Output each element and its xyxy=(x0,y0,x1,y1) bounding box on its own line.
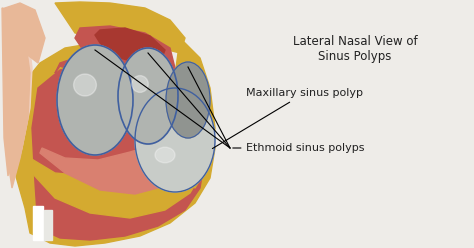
Ellipse shape xyxy=(155,147,175,163)
Ellipse shape xyxy=(118,48,178,144)
Polygon shape xyxy=(5,3,45,63)
Polygon shape xyxy=(5,13,30,188)
Polygon shape xyxy=(2,8,22,176)
Polygon shape xyxy=(44,210,52,240)
Polygon shape xyxy=(8,8,32,178)
Polygon shape xyxy=(33,206,43,240)
Ellipse shape xyxy=(132,76,148,93)
Text: Lateral Nasal View of
Sinus Polyps: Lateral Nasal View of Sinus Polyps xyxy=(292,35,417,63)
Ellipse shape xyxy=(166,62,210,138)
Text: Maxillary sinus polyp: Maxillary sinus polyp xyxy=(212,88,364,149)
Polygon shape xyxy=(55,53,175,100)
Polygon shape xyxy=(160,38,215,188)
Polygon shape xyxy=(32,63,205,240)
Polygon shape xyxy=(75,26,175,78)
Polygon shape xyxy=(25,133,210,218)
Polygon shape xyxy=(95,28,165,65)
Ellipse shape xyxy=(57,45,133,155)
Text: Ethmoid sinus polyps: Ethmoid sinus polyps xyxy=(233,143,365,153)
Ellipse shape xyxy=(135,88,215,192)
Polygon shape xyxy=(55,2,185,53)
Polygon shape xyxy=(10,43,215,246)
Polygon shape xyxy=(40,136,195,194)
Ellipse shape xyxy=(73,74,96,96)
